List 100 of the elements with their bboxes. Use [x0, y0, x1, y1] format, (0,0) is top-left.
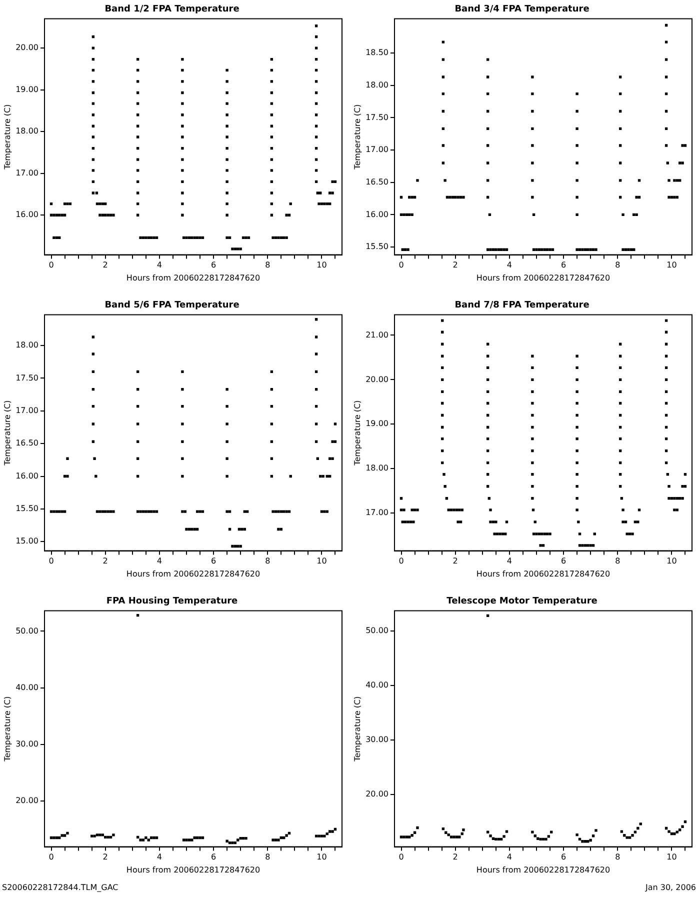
point — [181, 474, 184, 478]
point — [452, 508, 456, 512]
point — [531, 92, 534, 96]
point — [539, 544, 542, 547]
point — [226, 474, 228, 478]
point — [531, 449, 534, 452]
x-tick-label: 2 — [102, 556, 108, 566]
point — [458, 508, 461, 512]
point — [576, 485, 578, 488]
point — [531, 162, 534, 164]
point — [152, 236, 156, 240]
point — [92, 352, 95, 356]
point — [578, 544, 582, 547]
point — [532, 532, 536, 536]
point — [406, 248, 410, 251]
point — [531, 76, 534, 78]
point — [673, 832, 676, 836]
point — [188, 838, 191, 842]
point — [152, 836, 156, 840]
point — [185, 838, 188, 842]
point — [592, 544, 595, 547]
x-tick-label: 8 — [615, 556, 620, 566]
point — [486, 76, 490, 78]
point — [489, 834, 492, 838]
point — [185, 528, 188, 531]
point — [456, 520, 460, 524]
point — [272, 236, 274, 240]
point — [272, 838, 274, 842]
point — [668, 485, 670, 488]
point — [112, 214, 115, 216]
y-tick-label: 17.00 — [16, 406, 38, 415]
y-tick-label: 17.50 — [16, 373, 38, 382]
point — [531, 127, 534, 130]
point — [576, 449, 578, 452]
point — [576, 354, 578, 358]
point — [334, 422, 337, 426]
point — [531, 378, 534, 382]
point — [676, 830, 678, 834]
point — [92, 192, 95, 194]
point — [136, 192, 140, 194]
point — [576, 248, 578, 251]
y-tick-label: 16.00 — [16, 210, 38, 220]
chart-title: Band 3/4 FPA Temperature — [454, 4, 590, 15]
point — [531, 196, 534, 199]
point — [181, 180, 184, 184]
point — [234, 248, 237, 250]
point — [181, 510, 184, 513]
point — [150, 510, 153, 513]
point — [546, 532, 549, 536]
x-tick-label: 0 — [48, 852, 54, 862]
point — [405, 836, 408, 838]
point — [681, 825, 684, 828]
point — [538, 532, 541, 536]
x-axis-title: Hours from 20060228172847620 — [126, 273, 260, 282]
y-tick-label: 50.00 — [16, 626, 38, 636]
point — [136, 102, 140, 105]
point — [638, 508, 641, 512]
point — [236, 248, 240, 250]
point — [408, 836, 411, 838]
point — [198, 836, 202, 840]
point — [531, 110, 534, 113]
point — [246, 510, 249, 513]
y-tick-label: 20.00 — [366, 374, 388, 384]
x-tick-label: 0 — [398, 852, 404, 862]
point — [666, 162, 670, 164]
point — [681, 497, 684, 500]
point — [594, 829, 598, 832]
point — [406, 520, 410, 524]
y-axis-title: Temperature (C) — [352, 400, 362, 466]
y-tick-label: 17.00 — [16, 168, 38, 178]
point — [236, 838, 240, 842]
point — [493, 532, 496, 536]
point — [181, 422, 184, 426]
point — [448, 196, 452, 199]
y-tick-label: 30.00 — [366, 735, 388, 744]
point — [576, 110, 578, 113]
point — [486, 144, 490, 147]
point — [622, 508, 624, 512]
x-tick-label: 4 — [506, 260, 512, 270]
point — [620, 830, 624, 833]
point — [402, 213, 406, 216]
point — [489, 508, 492, 512]
point — [181, 169, 184, 172]
point — [112, 510, 115, 513]
y-tick-label: 50.00 — [366, 626, 388, 636]
point — [681, 485, 684, 488]
point — [581, 840, 584, 843]
point — [277, 236, 280, 240]
point — [531, 485, 534, 488]
point — [550, 830, 553, 834]
y-tick-label: 18.00 — [366, 80, 388, 90]
point — [270, 158, 274, 161]
chart-title: Band 7/8 FPA Temperature — [454, 300, 590, 311]
point — [673, 497, 676, 500]
point — [331, 440, 334, 443]
point — [226, 192, 228, 194]
point — [442, 162, 445, 164]
point — [576, 196, 578, 199]
point — [489, 520, 492, 524]
point — [66, 474, 69, 478]
